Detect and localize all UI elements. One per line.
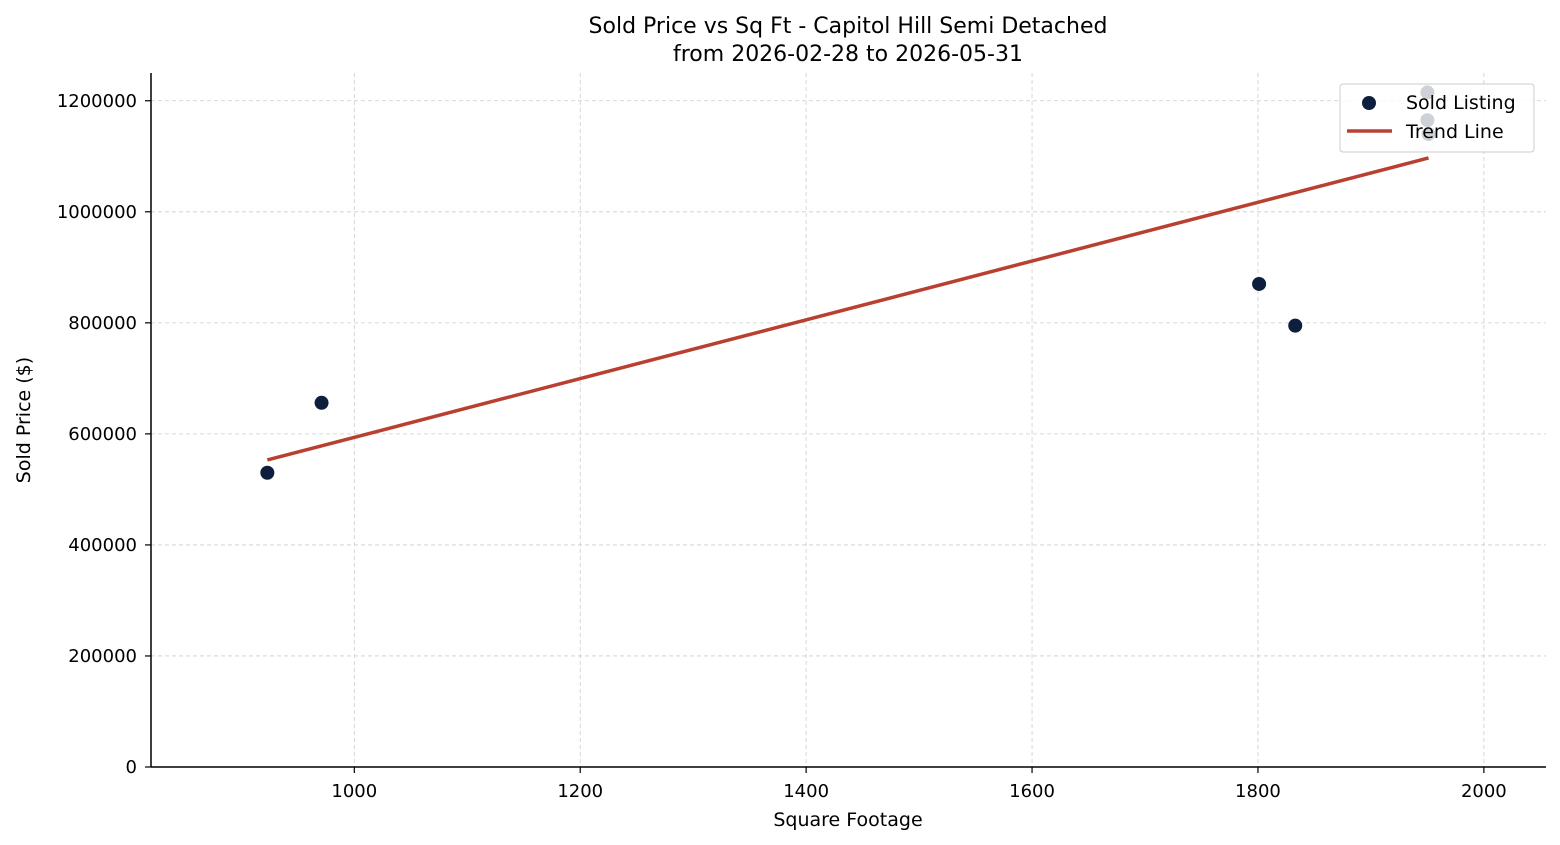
chart-title: Sold Price vs Sq Ft - Capitol Hill Semi …	[589, 14, 1108, 67]
sold-listing-point	[1288, 318, 1303, 333]
chart-subtitle-line: from 2026-02-28 to 2026-05-31	[673, 42, 1023, 67]
legend-label-trend-line: Trend Line	[1405, 121, 1504, 143]
sold-listing-point	[1252, 276, 1267, 291]
scatter-points-layer	[260, 85, 1436, 480]
axes	[150, 73, 1546, 768]
y-axis-ticks: 0 200000 400000 600000 800000 1000000 1200000	[57, 91, 151, 778]
y-tick-label: 0	[126, 757, 137, 778]
x-tick-label: 1200	[557, 781, 603, 802]
legend-scatter-marker-icon	[1362, 96, 1376, 110]
y-tick-label: 800000	[68, 313, 137, 334]
legend-box	[1339, 83, 1535, 153]
y-tick-label: 200000	[68, 646, 137, 667]
y-tick-label: 1200000	[57, 91, 137, 112]
legend: Sold Listing Trend Line	[1339, 83, 1535, 153]
grid	[151, 73, 1546, 767]
legend-label-sold-listing: Sold Listing	[1406, 92, 1516, 114]
x-tick-label: 2000	[1461, 781, 1507, 802]
trend-line	[266, 156, 1429, 462]
chart-title-line: Sold Price vs Sq Ft - Capitol Hill Semi …	[589, 14, 1108, 39]
x-tick-label: 1600	[1009, 781, 1055, 802]
sold-listing-point	[260, 465, 275, 480]
x-axis-label: Square Footage	[773, 809, 922, 831]
x-tick-label: 1400	[783, 781, 829, 802]
x-tick-label: 1000	[331, 781, 377, 802]
y-tick-label: 400000	[68, 535, 137, 556]
x-tick-label: 1800	[1235, 781, 1281, 802]
trend-line-layer	[266, 156, 1429, 462]
y-tick-label: 600000	[68, 424, 137, 445]
y-tick-label: 1000000	[57, 202, 137, 223]
y-axis-label: Sold Price ($)	[13, 357, 35, 483]
sold-listing-point	[314, 395, 329, 410]
x-axis-ticks: 1000 1200 1400 1600 1800 2000	[331, 767, 1507, 802]
